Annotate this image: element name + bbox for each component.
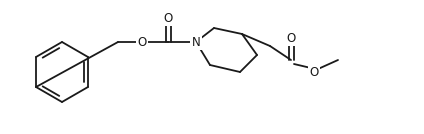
Text: O: O — [310, 66, 318, 79]
Text: O: O — [286, 31, 296, 44]
Text: O: O — [163, 12, 173, 25]
Text: O: O — [137, 36, 147, 49]
Text: N: N — [192, 36, 201, 49]
